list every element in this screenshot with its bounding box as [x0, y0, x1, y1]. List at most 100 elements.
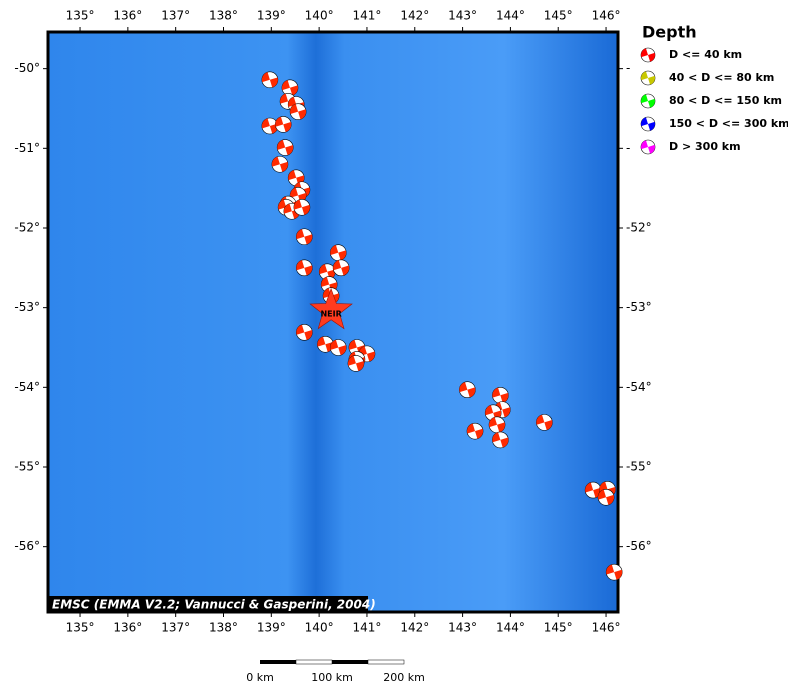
legend-label: 150 < D <= 300 km — [669, 117, 788, 130]
ball-quadrant — [285, 145, 294, 156]
event — [281, 79, 299, 97]
ball-quadrant — [347, 355, 356, 366]
credit-box — [48, 596, 368, 613]
ball-quadrant — [366, 351, 375, 362]
event — [271, 155, 289, 173]
event — [358, 345, 376, 363]
x-tick-label: 142° — [400, 621, 429, 635]
ball-quadrant — [640, 48, 648, 58]
ball-quadrant — [296, 260, 305, 271]
ball-quadrant — [606, 494, 615, 505]
ball-quadrant — [338, 345, 347, 356]
x-tick-label: 140° — [305, 9, 334, 23]
y-tick-label: -50° — [14, 61, 40, 75]
x-tick-label: 140° — [305, 621, 334, 635]
ball-quadrant — [648, 121, 656, 131]
x-tick-label: 138° — [209, 9, 238, 23]
ball-quadrant — [648, 75, 656, 85]
station — [309, 287, 353, 330]
y-tick-label: -52° — [626, 220, 652, 234]
event — [605, 563, 623, 581]
ball-quadrant — [321, 276, 330, 287]
y-tick-label: -55° — [14, 460, 40, 474]
credit: EMSC (EMMA V2.2; Vannucci & Gasperini, 2… — [52, 598, 376, 612]
x-tick-label: 145° — [544, 621, 573, 635]
ball-quadrant — [296, 324, 305, 335]
scale-seg — [260, 660, 296, 664]
ball-quadrant — [283, 122, 292, 133]
legend-symbol — [640, 116, 656, 132]
ball-quadrant — [467, 423, 476, 434]
event — [289, 103, 307, 120]
x-tick-label: 137° — [161, 9, 190, 23]
x-tick-label: 146° — [592, 9, 621, 23]
ball-quadrant — [489, 417, 498, 428]
scale-label: 200 km — [383, 671, 425, 684]
ball-quadrant — [330, 339, 339, 350]
ball-quadrant — [648, 52, 656, 62]
event — [274, 116, 292, 133]
ball-quadrant — [640, 140, 648, 150]
event — [466, 422, 484, 440]
ball-quadrant — [319, 264, 328, 275]
scale-seg — [367, 659, 405, 665]
event — [293, 198, 311, 216]
ball-quadrant — [296, 229, 305, 240]
event — [584, 481, 602, 499]
station-label: NEIR — [320, 309, 341, 318]
ball-quadrant — [355, 361, 364, 372]
ball-quadrant — [492, 432, 501, 443]
legend-label: 40 < D <= 80 km — [669, 71, 774, 84]
event — [492, 386, 509, 404]
ball-quadrant — [348, 339, 357, 350]
ball-quadrant — [500, 392, 509, 403]
legend-label: D > 300 km — [669, 140, 741, 153]
ball-quadrant — [288, 170, 297, 181]
legend-title: Depth — [642, 23, 697, 42]
y-tick-label: -56° — [14, 539, 40, 553]
event — [536, 414, 553, 431]
ball-quadrant — [281, 80, 290, 91]
y-tick-label: -51° — [14, 141, 40, 155]
scale-label: 100 km — [311, 671, 353, 684]
x-tick-label: 136° — [113, 9, 142, 23]
x-tick-label: 144° — [496, 9, 525, 23]
scale-seg — [295, 659, 333, 665]
ball-quadrant — [317, 336, 326, 347]
ball-quadrant — [606, 564, 615, 575]
ball-quadrant — [304, 265, 313, 276]
map-layer: 135° 135° 136° 136° 137° 137° 138° 138° 139° 139°… — [14, 9, 623, 635]
y-tick-label: -55° — [626, 460, 652, 474]
x-tick-label: 136° — [113, 621, 142, 635]
legend-symbol — [640, 70, 656, 86]
ball-quadrant — [261, 118, 270, 129]
ball-quadrant — [640, 71, 648, 81]
ball-quadrant — [333, 260, 342, 271]
ball-quadrant — [278, 199, 287, 210]
ball-quadrant — [614, 569, 623, 580]
ball-quadrant — [648, 144, 656, 154]
x-tick-label: 139° — [257, 9, 286, 23]
y-tick-label: -56° — [626, 539, 652, 553]
ball-quadrant — [502, 407, 511, 418]
ball-quadrant — [492, 387, 501, 398]
ball-quadrant — [598, 489, 607, 500]
y-tick-label: -53° — [626, 300, 652, 314]
ball-quadrant — [298, 109, 307, 120]
ball-quadrant — [485, 405, 494, 416]
x-tick-label: 143° — [448, 621, 477, 635]
legend-box — [630, 20, 788, 165]
ball-quadrant — [500, 437, 509, 448]
event — [488, 416, 506, 434]
event — [329, 339, 347, 356]
ball-quadrant — [475, 428, 484, 439]
ball-quadrant — [467, 387, 476, 398]
ball-quadrant — [304, 329, 313, 340]
event — [597, 488, 615, 506]
legend-label: 80 < D <= 150 km — [669, 94, 782, 107]
ball-quadrant — [544, 420, 553, 431]
ball-quadrant — [341, 265, 350, 276]
event — [332, 259, 350, 277]
